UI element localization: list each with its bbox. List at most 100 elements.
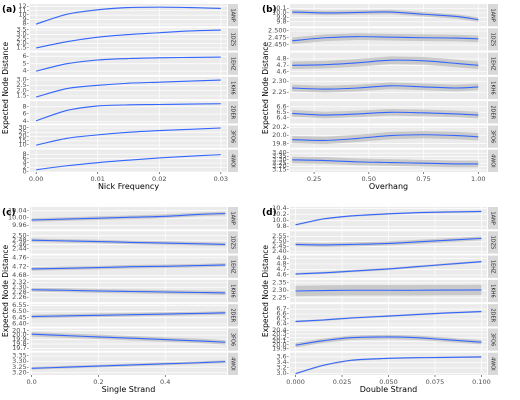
- facet-1anp: 8-9-10-11-12- 1ANP: [18, 2, 238, 28]
- y-tick-label: 19.8-: [12, 340, 29, 348]
- y-tick-label: 4-: [23, 159, 30, 167]
- facet-1kh6: 2.26-2.28-2.30-2.32- 1KH6: [12, 278, 238, 303]
- smooth-curve: [31, 361, 226, 369]
- facet-4woi: 3.20-3.25-3.30-3.35- 4WOI: [12, 352, 238, 376]
- facet-1anp: 9.8-9.9-10.0-10.1- 1ANP: [272, 4, 498, 27]
- facet-1ehz: 4.68-4.72-4.76- 1EHZ: [12, 253, 238, 279]
- y-tick-label: 6.45-: [12, 313, 29, 321]
- facet-3fo6: 19.8-20.0-20.2- 3FO6: [272, 123, 498, 148]
- y-tick-label: 2.50-: [12, 231, 29, 239]
- smooth-curve: [31, 289, 226, 294]
- confidence-band: [292, 56, 479, 70]
- facet-strip-label: 1KH6: [230, 284, 236, 297]
- facet-strip-label: 1KH6: [490, 284, 496, 297]
- y-tick-label: 10-: [18, 11, 29, 19]
- y-tick-label: 5-: [23, 59, 30, 67]
- facet-4woi: 0-2-4-6-8- 4WOI: [23, 149, 238, 176]
- y-tick-label: 15-: [18, 136, 29, 144]
- confidence-band: [292, 108, 479, 119]
- smooth-curve: [31, 333, 226, 343]
- y-tick-label: 2.48-: [12, 236, 29, 244]
- smooth-curve: [292, 36, 479, 42]
- facet-strip: [488, 52, 498, 75]
- facet-background: [30, 149, 227, 172]
- y-tick-label: 3.20-: [12, 368, 29, 376]
- smooth-curve: [295, 289, 482, 292]
- smooth-curve: [36, 127, 221, 146]
- y-tick-label: 6.7-: [276, 305, 289, 313]
- facet-strip: [488, 255, 498, 278]
- y-tick-label: 2.25-: [272, 293, 289, 301]
- panel-letter: (c): [2, 208, 16, 218]
- y-tick-label: 3.25-: [12, 363, 29, 371]
- y-tick-label: 2.30-: [12, 283, 29, 291]
- smooth-curve: [292, 11, 479, 21]
- facet-strip: [228, 52, 238, 75]
- facet-strip-label: 1ANP: [490, 8, 496, 21]
- facet-strip: [488, 231, 498, 254]
- y-tick-label: 20.4-: [272, 326, 289, 334]
- y-tick-label: 30-: [18, 124, 29, 132]
- y-tick-label: 19.8-: [272, 139, 289, 147]
- facet-strip-label: 1EHZ: [490, 260, 496, 274]
- facet-strip-label: 1ANP: [230, 8, 236, 21]
- y-tick-label: 4.76-: [12, 253, 29, 261]
- y-tick-label: 2.500-: [268, 27, 290, 35]
- y-tick-label: 1.5-: [16, 43, 29, 51]
- confidence-band: [31, 211, 226, 222]
- facet-3fo6: 19.9-20.0-20.1-20.2-20.3-20.4- 3FO6: [272, 326, 498, 352]
- y-tick-label: 4.8-: [276, 55, 289, 63]
- y-tick-label: 6-: [23, 110, 30, 118]
- x-tick-label: 0.050: [379, 378, 398, 386]
- x-tick-label: 0.100: [472, 378, 491, 386]
- smooth-curve: [31, 312, 226, 318]
- y-tick-label: 2.45-: [272, 242, 289, 250]
- smooth-curve: [36, 29, 221, 49]
- y-tick-label: 3.25-: [272, 159, 289, 167]
- y-tick-label: 1.5-: [16, 92, 29, 100]
- facet-strip: [228, 207, 238, 230]
- y-tick-label: 4.9-: [276, 254, 289, 262]
- facet-strip-label: 2DER: [230, 105, 236, 119]
- y-tick-label: 10.04-: [8, 206, 30, 214]
- facet-strip: [228, 28, 238, 51]
- y-tick-label: 4.72-: [12, 262, 29, 270]
- smooth-curve: [36, 56, 221, 72]
- y-tick-label: 2.40-: [272, 247, 289, 255]
- y-tick-label: 3.2-: [276, 364, 289, 372]
- y-tick-label: 12-: [18, 2, 29, 10]
- y-tick-label: 10.00-: [8, 214, 30, 222]
- y-tick-label: 25-: [18, 128, 29, 136]
- y-tick-label: 2.32-: [12, 278, 29, 286]
- y-tick-label: 2.50-: [272, 237, 289, 245]
- facet-2der: 4-6-8- 2DER: [23, 101, 238, 125]
- smooth-curve: [292, 134, 479, 141]
- facet-strip-label: 1KH6: [230, 81, 236, 94]
- facet-strip: [488, 76, 498, 100]
- y-tick-label: 10.0-: [272, 9, 289, 17]
- smooth-curve: [292, 85, 479, 90]
- x-tick-label: 0.03: [214, 175, 228, 183]
- y-tick-label: 20.0-: [12, 331, 29, 339]
- y-tick-label: 10.4-: [272, 204, 289, 212]
- y-tick-label: 10.1-: [272, 4, 289, 12]
- confidence-band: [292, 156, 479, 168]
- facet-strip-label: 4WOI: [490, 357, 496, 371]
- facet-background: [30, 28, 227, 51]
- confidence-band: [295, 334, 482, 348]
- facet-strip-label: 4WOI: [230, 154, 236, 168]
- y-tick-label: 10-: [18, 141, 29, 149]
- y-tick-label: 19.7-: [12, 344, 29, 352]
- y-axis-label: Expected Node Distance: [261, 245, 270, 338]
- y-tick-label: 6.4-: [276, 320, 289, 328]
- facet-background: [290, 4, 487, 27]
- y-tick-label: 20.2-: [272, 333, 289, 341]
- x-axis-label: Single Strand: [102, 385, 156, 394]
- y-tick-label: 9.8-: [276, 17, 289, 25]
- facet-strip-label: 3FO6: [230, 130, 236, 143]
- y-tick-label: 9.9-: [276, 13, 289, 21]
- facet-1kh6: 2.25-2.30-2.35- 1KH6: [272, 278, 498, 303]
- y-tick-label: 3.4-: [276, 358, 289, 366]
- y-tick-label: 8-: [23, 20, 30, 28]
- facet-strip: [228, 76, 238, 100]
